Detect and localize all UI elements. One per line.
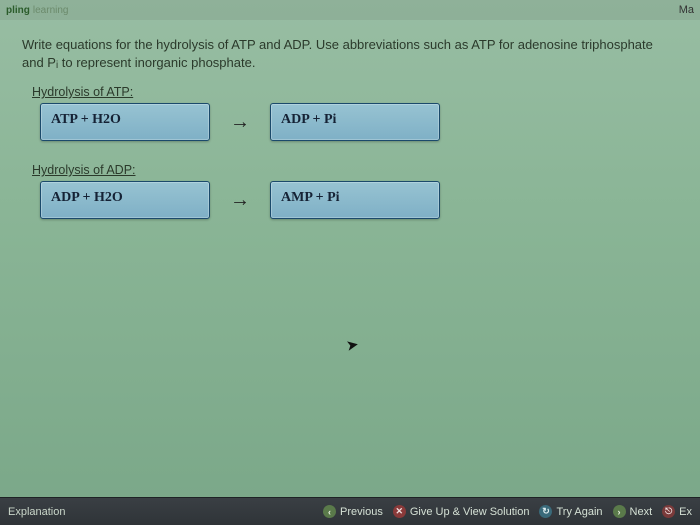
top-right-fragment: Ma [679,4,694,16]
brand-sub: learning [33,5,69,16]
next-button[interactable]: › Next [613,505,653,518]
arrow-icon: → [230,189,250,212]
give-up-icon: ✕ [393,505,406,518]
equation-row-atp: ATP + H2O → ADP + Pi [40,103,678,141]
previous-label: Previous [340,506,383,518]
question-area: Write equations for the hydrolysis of AT… [0,20,700,497]
exit-label: Ex [679,506,692,518]
try-again-icon: ↻ [539,505,552,518]
try-again-label: Try Again [556,506,602,518]
previous-icon: ‹ [323,505,336,518]
product-box-atp[interactable]: ADP + Pi [270,103,440,141]
question-prompt: Write equations for the hydrolysis of AT… [22,36,662,71]
section-label-atp: Hydrolysis of ATP: [32,85,678,99]
exit-icon: ⎋ [662,505,675,518]
brand-logo: pling learning [6,5,68,16]
brand-main: pling [6,5,30,16]
top-bar: pling learning Ma [0,0,700,20]
explanation-link[interactable]: Explanation [8,506,66,518]
reactant-box-adp[interactable]: ADP + H2O [40,181,210,219]
give-up-label: Give Up & View Solution [410,506,530,518]
previous-button[interactable]: ‹ Previous [323,505,383,518]
next-label: Next [630,506,653,518]
reactant-box-atp[interactable]: ATP + H2O [40,103,210,141]
product-box-adp[interactable]: AMP + Pi [270,181,440,219]
equation-row-adp: ADP + H2O → AMP + Pi [40,181,678,219]
section-label-adp: Hydrolysis of ADP: [32,163,678,177]
next-icon: › [613,505,626,518]
exit-button[interactable]: ⎋ Ex [662,505,692,518]
try-again-button[interactable]: ↻ Try Again [539,505,602,518]
arrow-icon: → [230,111,250,134]
bottom-bar: Explanation ‹ Previous ✕ Give Up & View … [0,497,700,525]
give-up-button[interactable]: ✕ Give Up & View Solution [393,505,530,518]
